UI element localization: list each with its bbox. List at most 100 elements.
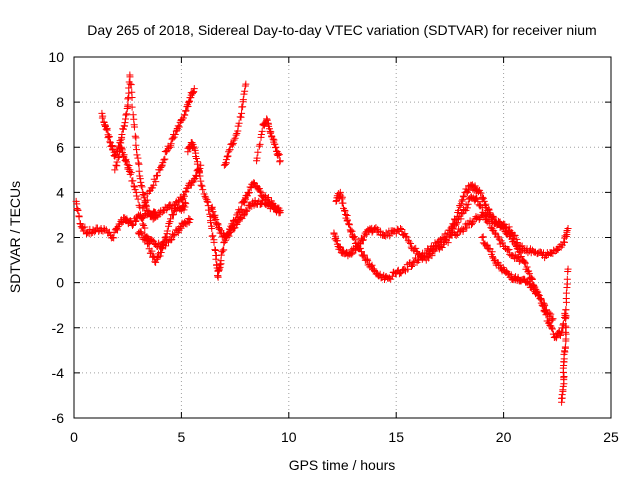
data-point — [167, 140, 175, 148]
data-point — [456, 203, 464, 211]
data-point — [199, 186, 207, 194]
data-point — [548, 316, 556, 324]
data-point — [398, 225, 406, 233]
data-point — [103, 126, 111, 134]
data-point — [137, 229, 145, 237]
y-tick-label: 4 — [56, 184, 64, 200]
data-point — [498, 221, 506, 229]
data-point — [338, 193, 346, 201]
data-point — [257, 130, 265, 138]
data-point — [495, 235, 503, 243]
data-point — [127, 169, 135, 177]
data-point — [208, 232, 216, 240]
x-tick-label: 25 — [603, 429, 619, 445]
data-point — [167, 215, 175, 223]
data-point — [139, 220, 147, 228]
data-point — [169, 134, 177, 142]
data-point — [562, 322, 570, 330]
data-point — [177, 195, 185, 203]
data-point — [547, 310, 555, 318]
data-point — [238, 109, 246, 117]
data-point — [407, 263, 415, 271]
data-point — [557, 331, 565, 339]
data-point — [162, 233, 170, 241]
data-point — [459, 196, 467, 204]
data-point — [264, 194, 272, 202]
data-point — [220, 246, 228, 254]
y-tick-label: -4 — [52, 365, 65, 381]
data-point — [243, 206, 251, 214]
data-point — [482, 200, 490, 208]
data-point — [504, 246, 512, 254]
data-point — [125, 161, 133, 169]
data-point — [135, 160, 143, 168]
data-point — [341, 207, 349, 215]
data-point — [139, 191, 147, 199]
data-point — [181, 111, 189, 119]
data-point — [208, 224, 216, 232]
data-point — [534, 291, 542, 299]
data-point — [152, 178, 160, 186]
data-point — [491, 229, 499, 237]
data-point — [136, 175, 144, 183]
data-point — [387, 275, 395, 283]
data-point — [132, 141, 140, 149]
y-tick-label: -2 — [52, 320, 65, 336]
data-point — [197, 161, 205, 169]
data-point — [241, 197, 249, 205]
data-point — [210, 238, 218, 246]
data-point — [185, 218, 193, 226]
data-point — [406, 240, 414, 248]
data-point — [452, 216, 460, 224]
data-point — [516, 248, 524, 256]
data-point — [254, 148, 262, 156]
data-point — [180, 192, 188, 200]
data-point — [220, 238, 228, 246]
x-tick-label: 10 — [281, 429, 297, 445]
data-point — [343, 216, 351, 224]
data-point — [131, 123, 139, 131]
data-point — [359, 236, 367, 244]
data-point — [402, 232, 410, 240]
data-point — [564, 265, 572, 273]
data-point — [195, 169, 203, 177]
data-point — [184, 102, 192, 110]
x-tick-label: 15 — [388, 429, 404, 445]
y-tick-label: 0 — [56, 275, 64, 291]
data-point — [186, 215, 194, 223]
data-point — [505, 245, 513, 253]
data-point — [75, 213, 83, 221]
data-point — [405, 238, 413, 246]
data-point — [537, 295, 545, 303]
data-point — [464, 200, 472, 208]
data-point — [153, 171, 161, 179]
data-point — [558, 391, 566, 399]
data-point — [193, 158, 201, 166]
data-point — [114, 226, 122, 234]
data-point — [240, 90, 248, 98]
data-point — [126, 71, 134, 79]
data-point — [276, 206, 284, 214]
data-point — [471, 182, 479, 190]
data-point — [556, 330, 564, 338]
series-H — [220, 80, 250, 169]
series-C — [111, 143, 190, 266]
data-point — [132, 134, 140, 142]
data-point — [139, 204, 147, 212]
data-point — [127, 81, 135, 89]
data-point — [478, 193, 486, 201]
data-point — [463, 204, 471, 212]
data-point — [372, 224, 380, 232]
data-point — [521, 258, 529, 266]
data-point — [132, 217, 140, 225]
data-point — [463, 224, 471, 232]
data-point — [499, 223, 507, 231]
data-point — [477, 189, 485, 197]
data-point — [337, 192, 345, 200]
x-tick-label: 5 — [178, 429, 186, 445]
data-point — [535, 292, 543, 300]
series-D — [139, 85, 198, 212]
data-point — [133, 151, 141, 159]
data-point — [521, 259, 529, 267]
data-point — [237, 113, 245, 121]
